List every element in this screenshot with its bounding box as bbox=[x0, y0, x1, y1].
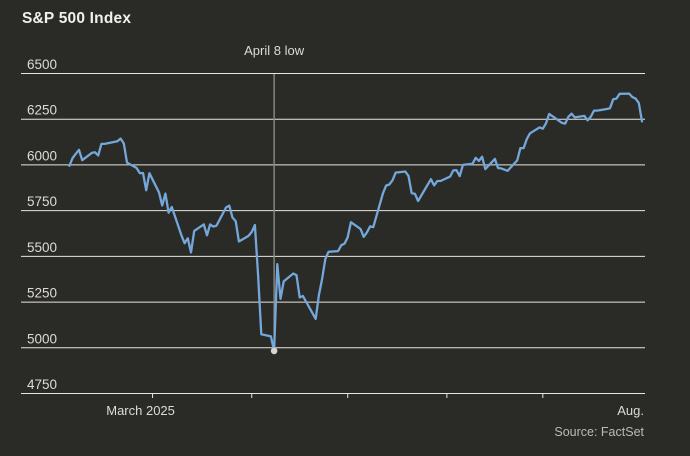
april-8-low-marker-dot bbox=[270, 347, 278, 355]
y-axis-label: 4750 bbox=[27, 377, 57, 392]
y-axis-label: 5750 bbox=[27, 194, 57, 209]
annotation-label-april-8-low: April 8 low bbox=[244, 43, 305, 58]
x-axis-label-aug: Aug. bbox=[617, 403, 644, 418]
y-axis-label: 6000 bbox=[27, 148, 57, 163]
y-axis-label: 5500 bbox=[27, 240, 57, 255]
x-axis-label-march-2025: March 2025 bbox=[106, 403, 175, 418]
source-attribution: Source: FactSet bbox=[554, 425, 644, 439]
chart-title: S&P 500 Index bbox=[22, 10, 132, 27]
y-axis-label: 6500 bbox=[27, 57, 57, 72]
price-line bbox=[68, 92, 644, 353]
y-axis-label: 5000 bbox=[27, 331, 57, 346]
y-axis-label: 5250 bbox=[27, 286, 57, 301]
y-axis-label: 6250 bbox=[27, 103, 57, 118]
